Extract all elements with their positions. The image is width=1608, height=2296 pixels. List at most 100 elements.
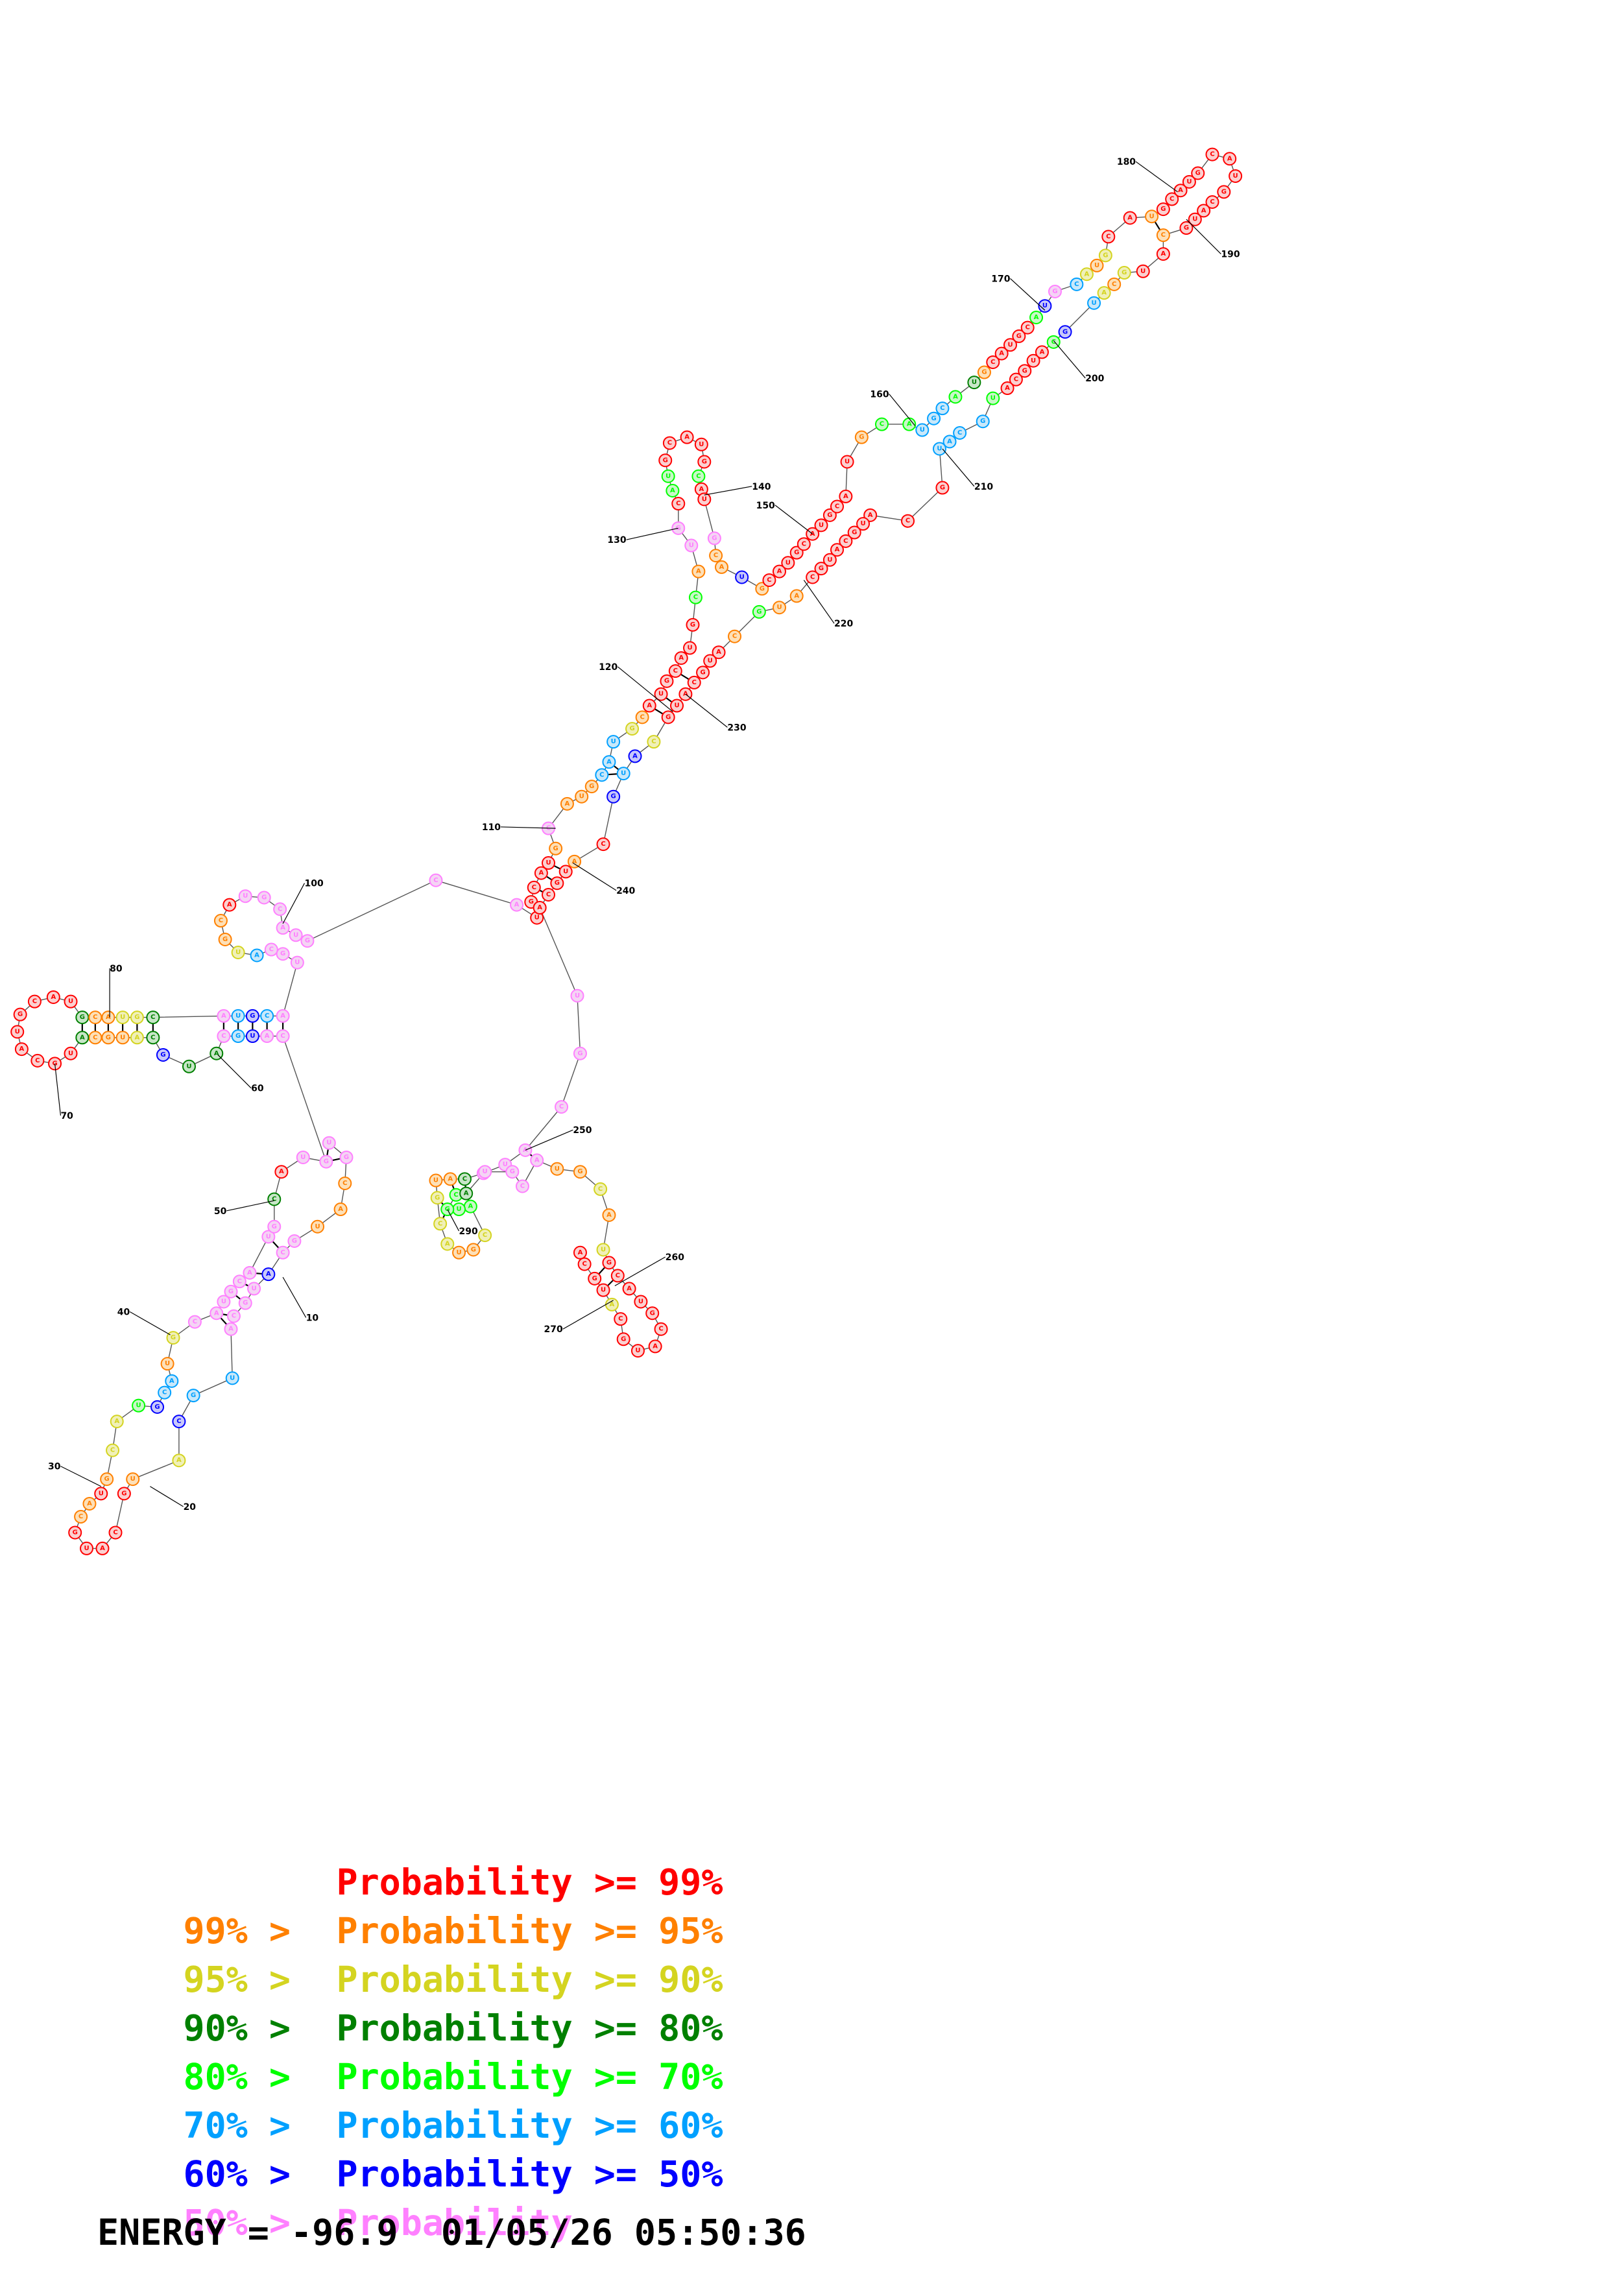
svg-text:G: G [191, 1392, 196, 1399]
nucleotide: U [132, 1398, 146, 1413]
svg-text:G: G [940, 484, 945, 492]
svg-text:A: A [1085, 270, 1090, 278]
svg-text:G: G [553, 845, 558, 852]
index-label-20: 20 [184, 1502, 197, 1513]
legend-label: Probability >= 99% [336, 1861, 723, 1903]
svg-text:G: G [243, 1300, 248, 1307]
svg-text:U: U [601, 1246, 606, 1253]
nucleotide: C [542, 888, 555, 902]
nucleotide: C [1107, 277, 1122, 291]
nucleotide: A [666, 484, 680, 497]
svg-text:A: A [228, 1326, 234, 1333]
svg-text:U: U [739, 574, 745, 581]
nucleotide: C [614, 1312, 628, 1326]
nucleotide: C [874, 417, 889, 431]
nucleotide: C [953, 426, 967, 440]
index-leader-line [1186, 219, 1221, 255]
svg-text:G: G [171, 1334, 176, 1341]
nucleotide: A [440, 1237, 455, 1251]
svg-text:G: G [577, 1050, 582, 1057]
nucleotide: C [457, 1172, 472, 1186]
nucleotide: C [709, 549, 723, 563]
legend-prefix: 70% > [183, 2105, 313, 2146]
nucleotide: C [158, 1385, 172, 1400]
index-leader-line [282, 1276, 307, 1318]
legend-label: Probability >= 60% [336, 2105, 723, 2146]
nucleotide: G [186, 1389, 200, 1403]
index-label-250: 250 [573, 1125, 592, 1136]
nucleotide: C [901, 514, 915, 528]
nucleotide: C [1070, 277, 1084, 291]
nucleotide: A [222, 898, 237, 912]
nucleotide: U [670, 699, 684, 713]
svg-text:U: U [1192, 216, 1197, 223]
svg-text:C: C [433, 877, 438, 884]
nucleotide: A [1223, 152, 1237, 166]
legend-prefix: 50% > [183, 2202, 313, 2243]
nucleotide: A [534, 866, 548, 880]
nucleotide: U [840, 455, 854, 469]
index-label-260: 260 [666, 1252, 684, 1263]
svg-text:C: C [438, 1220, 442, 1227]
nucleotide: C [267, 1192, 282, 1206]
svg-text:C: C [342, 1180, 347, 1187]
svg-text:A: A [114, 1418, 119, 1425]
nucleotide: U [245, 1029, 259, 1044]
svg-text:A: A [610, 1301, 615, 1308]
nucleotide: C [187, 1315, 202, 1329]
nucleotide: G [697, 455, 712, 469]
svg-text:A: A [534, 1156, 540, 1164]
svg-text:A: A [254, 951, 259, 959]
index-label-50: 50 [214, 1206, 227, 1217]
nucleotide: C [797, 537, 811, 551]
svg-text:A: A [514, 902, 520, 909]
index-leader-line [685, 693, 728, 728]
nucleotide: G [1191, 166, 1205, 180]
nucleotide: C [146, 1031, 160, 1045]
svg-text:U: U [1042, 302, 1048, 309]
index-leader-line [129, 1311, 171, 1335]
nucleotide: A [568, 854, 582, 868]
nucleotide: A [165, 1374, 179, 1388]
index-leader-line [562, 1300, 614, 1330]
svg-text:A: A [280, 924, 285, 931]
index-leader-line [1010, 278, 1046, 311]
nucleotide: U [596, 1243, 610, 1257]
nucleotide: C [688, 590, 702, 604]
nucleotide: A [130, 1031, 144, 1045]
nucleotide: U [773, 601, 786, 615]
svg-text:C: C [269, 946, 274, 953]
svg-text:A: A [632, 752, 638, 759]
svg-text:G: G [1184, 224, 1189, 232]
nucleotide: U [478, 1165, 492, 1179]
nucleotide: A [712, 645, 726, 660]
nucleotide: G [573, 1165, 587, 1179]
svg-text:U: U [972, 379, 977, 386]
svg-text:A: A [87, 1500, 92, 1507]
nucleotide: G [814, 562, 828, 576]
nucleotide: U [231, 946, 245, 959]
index-leader-line [1053, 340, 1086, 379]
nucleotide: U [616, 767, 630, 781]
nucleotide: G [1012, 329, 1026, 343]
svg-text:G: G [606, 1259, 612, 1266]
nucleotide: C [1205, 195, 1219, 209]
svg-text:G: G [827, 512, 832, 519]
nucleotide: A [261, 1267, 276, 1282]
nucleotide: U [781, 556, 795, 570]
svg-text:A: A [999, 350, 1004, 357]
index-leader-line [282, 883, 306, 924]
index-label-200: 200 [1085, 374, 1104, 384]
nucleotide: A [172, 1453, 186, 1468]
nucleotide: G [1179, 221, 1194, 235]
nucleotide: A [1156, 247, 1170, 261]
svg-text:C: C [113, 1529, 117, 1536]
svg-text:U: U [601, 1287, 606, 1294]
nucleotide: A [14, 1042, 29, 1057]
svg-text:C: C [150, 1014, 155, 1021]
nucleotide: C [108, 1525, 123, 1540]
svg-text:U: U [1140, 268, 1146, 275]
svg-text:U: U [293, 931, 298, 939]
nucleotide: C [668, 664, 682, 678]
